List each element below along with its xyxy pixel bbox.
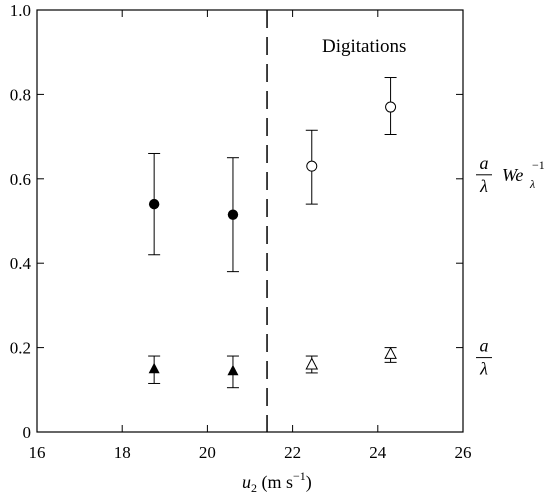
open-circle-point [385,101,397,113]
x-tick-label: 24 [369,443,387,462]
x-tick-label: 22 [284,443,301,462]
x-axis-label: u2 (m s−1) [242,469,312,495]
axis-ticks: 16 18 20 22 24 26 0 0.2 0.4 0.6 0.8 1.0 [10,1,472,462]
y-tick-label: 0 [23,423,32,442]
upper-label-numerator: a [480,153,489,173]
x-tick-label: 18 [114,443,131,462]
x-tick-label: 16 [29,443,46,462]
lower-label-numerator: a [480,336,489,356]
upper-label-denominator: λ [479,176,488,196]
filled-triangle-point [227,364,239,376]
upper-label-we: We [502,165,523,185]
lower-label-denominator: λ [479,359,488,379]
open-triangle-point [305,357,319,370]
plot-frame [36,9,464,433]
upper-label-we-sub: λ [529,177,535,191]
y-tick-label: 1.0 [10,1,31,20]
data-marks [148,77,397,389]
y-tick-label: 0.8 [10,85,31,104]
y-tick-label: 0.6 [10,170,31,189]
x-tick-label: 20 [199,443,216,462]
x-tick-label: 26 [455,443,472,462]
open-triangle-point [384,346,397,359]
filled-circle-point [148,198,160,210]
open-circle-point [306,160,318,172]
region-label: Digitations [322,36,406,57]
upper-label-we-sup: −1 [532,158,545,172]
filled-triangle-point [148,362,160,374]
y-tick-label: 0.2 [10,339,31,358]
filled-circle-point [227,209,239,220]
y-tick-label: 0.4 [10,254,32,273]
